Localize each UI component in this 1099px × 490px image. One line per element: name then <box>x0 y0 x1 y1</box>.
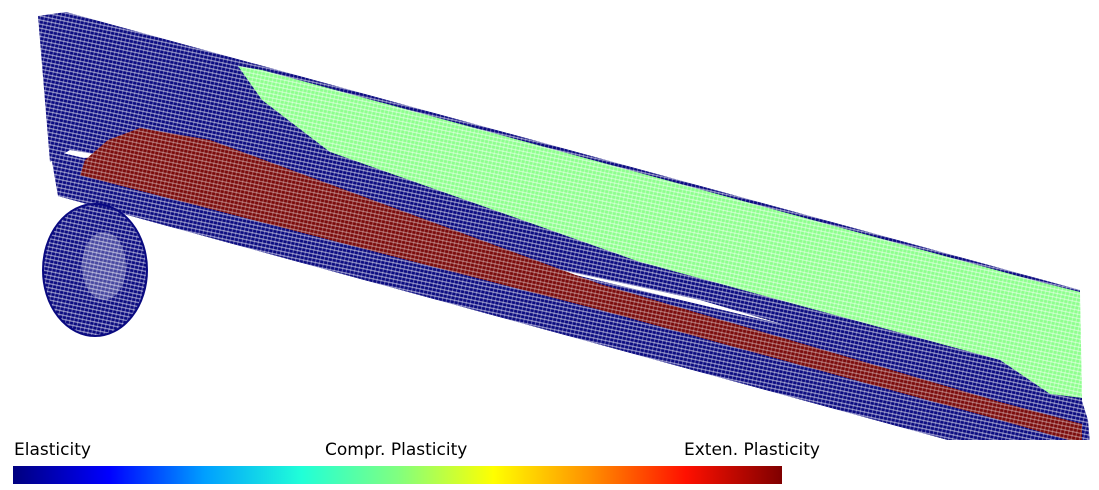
compression-plasticity-region <box>238 66 1082 398</box>
legend-label-extension-plasticity: Exten. Plasticity <box>684 440 820 460</box>
legend-label-elasticity: Elasticity <box>14 440 91 460</box>
legend-colorbar <box>13 466 782 484</box>
beam-elastic-bottom <box>58 170 1068 440</box>
extension-plasticity-region <box>80 128 1082 440</box>
roller-support <box>42 203 148 337</box>
particle-beam-scene <box>38 12 1090 440</box>
legend-label-compression-plasticity: Compr. Plasticity <box>325 440 468 460</box>
